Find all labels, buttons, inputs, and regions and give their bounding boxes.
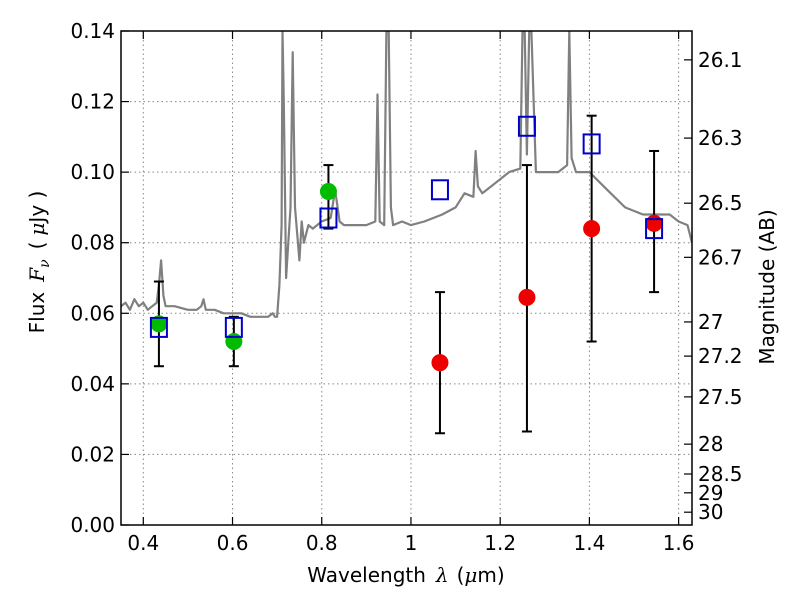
x-axis-label-symbol: λ: [435, 563, 449, 587]
model-box: [149, 316, 168, 338]
y2-tick-label: 26.1: [698, 48, 743, 72]
y2-tick-label: 26.7: [698, 245, 743, 269]
y2-tick-label: 26.5: [698, 191, 743, 215]
y2-tick-label: 27: [698, 310, 723, 334]
y-tick-label: 0.14: [70, 19, 115, 43]
x-tick-label: 1.4: [573, 531, 605, 555]
x-axis-label-unit-rest: m): [477, 563, 504, 587]
y-axis-label-subscript: ν: [37, 259, 53, 268]
y-tick-label: 0.08: [70, 231, 115, 255]
y-tick-label: 0.06: [70, 301, 115, 325]
plot-frame: [120, 30, 693, 526]
data-point: [319, 183, 337, 201]
x-tick-label: 1.2: [484, 531, 516, 555]
y-axis-label-unit-open: (: [25, 242, 49, 250]
y2-tick-label: 27.5: [698, 385, 743, 409]
data-point: [431, 354, 449, 372]
x-tick-label: 0.6: [217, 531, 249, 555]
tick-labels: 0.4 0.6 0.8 1 1.2 1.4 1.6 0.00 0.02 0.04 0.06 0.08 0…: [70, 19, 742, 555]
y2-tick-label: 26.3: [698, 126, 743, 150]
y2-axis-label: Magnitude (AB): [755, 209, 779, 364]
y2-tick-label: 29: [698, 481, 723, 505]
x-tick-label: 0.4: [127, 531, 159, 555]
y-axis-label-main: Flux: [25, 292, 49, 334]
plot-area: [121, 31, 692, 525]
data-point: [583, 220, 601, 238]
y-tick-label: 0.00: [70, 513, 115, 537]
model-box: [430, 179, 449, 201]
x-tick-label: 1.6: [663, 531, 695, 555]
y2-tick-label: 27.2: [698, 344, 743, 368]
y-tick-label: 0.12: [70, 90, 115, 114]
model-box: [319, 207, 338, 229]
y-axis-label-unit-rest: Jy ): [25, 191, 49, 225]
y-tick-label: 0.10: [70, 160, 115, 184]
x-tick-label: 0.8: [306, 531, 338, 555]
x-axis-label: Wavelength λ (μm): [307, 563, 504, 587]
y-tick-label: 0.02: [70, 442, 115, 466]
model-box: [582, 133, 601, 155]
x-tick-label: 1: [405, 531, 418, 555]
model-box: [224, 316, 243, 338]
y2-tick-label: 28.5: [698, 462, 743, 486]
axis-ticks: [121, 30, 692, 526]
model-box: [645, 218, 664, 240]
x-axis-label-unit-mu: μ: [464, 563, 477, 587]
model-boxes: [149, 115, 664, 338]
x-axis-label-main: Wavelength: [307, 563, 426, 587]
data-point: [645, 214, 663, 232]
y-axis-label: Flux Fν ( μJy ): [25, 191, 53, 334]
model-box: [517, 115, 536, 137]
y-axis-label-unit-mu: μ: [25, 223, 49, 236]
y2-tick-label: 28: [698, 432, 723, 456]
y2-tick-label: 30: [698, 500, 723, 524]
x-axis-label-unit-open: (: [457, 563, 465, 587]
y-tick-label: 0.04: [70, 372, 115, 396]
data-point: [518, 288, 536, 306]
y-axis-label-symbol: F: [25, 267, 49, 283]
